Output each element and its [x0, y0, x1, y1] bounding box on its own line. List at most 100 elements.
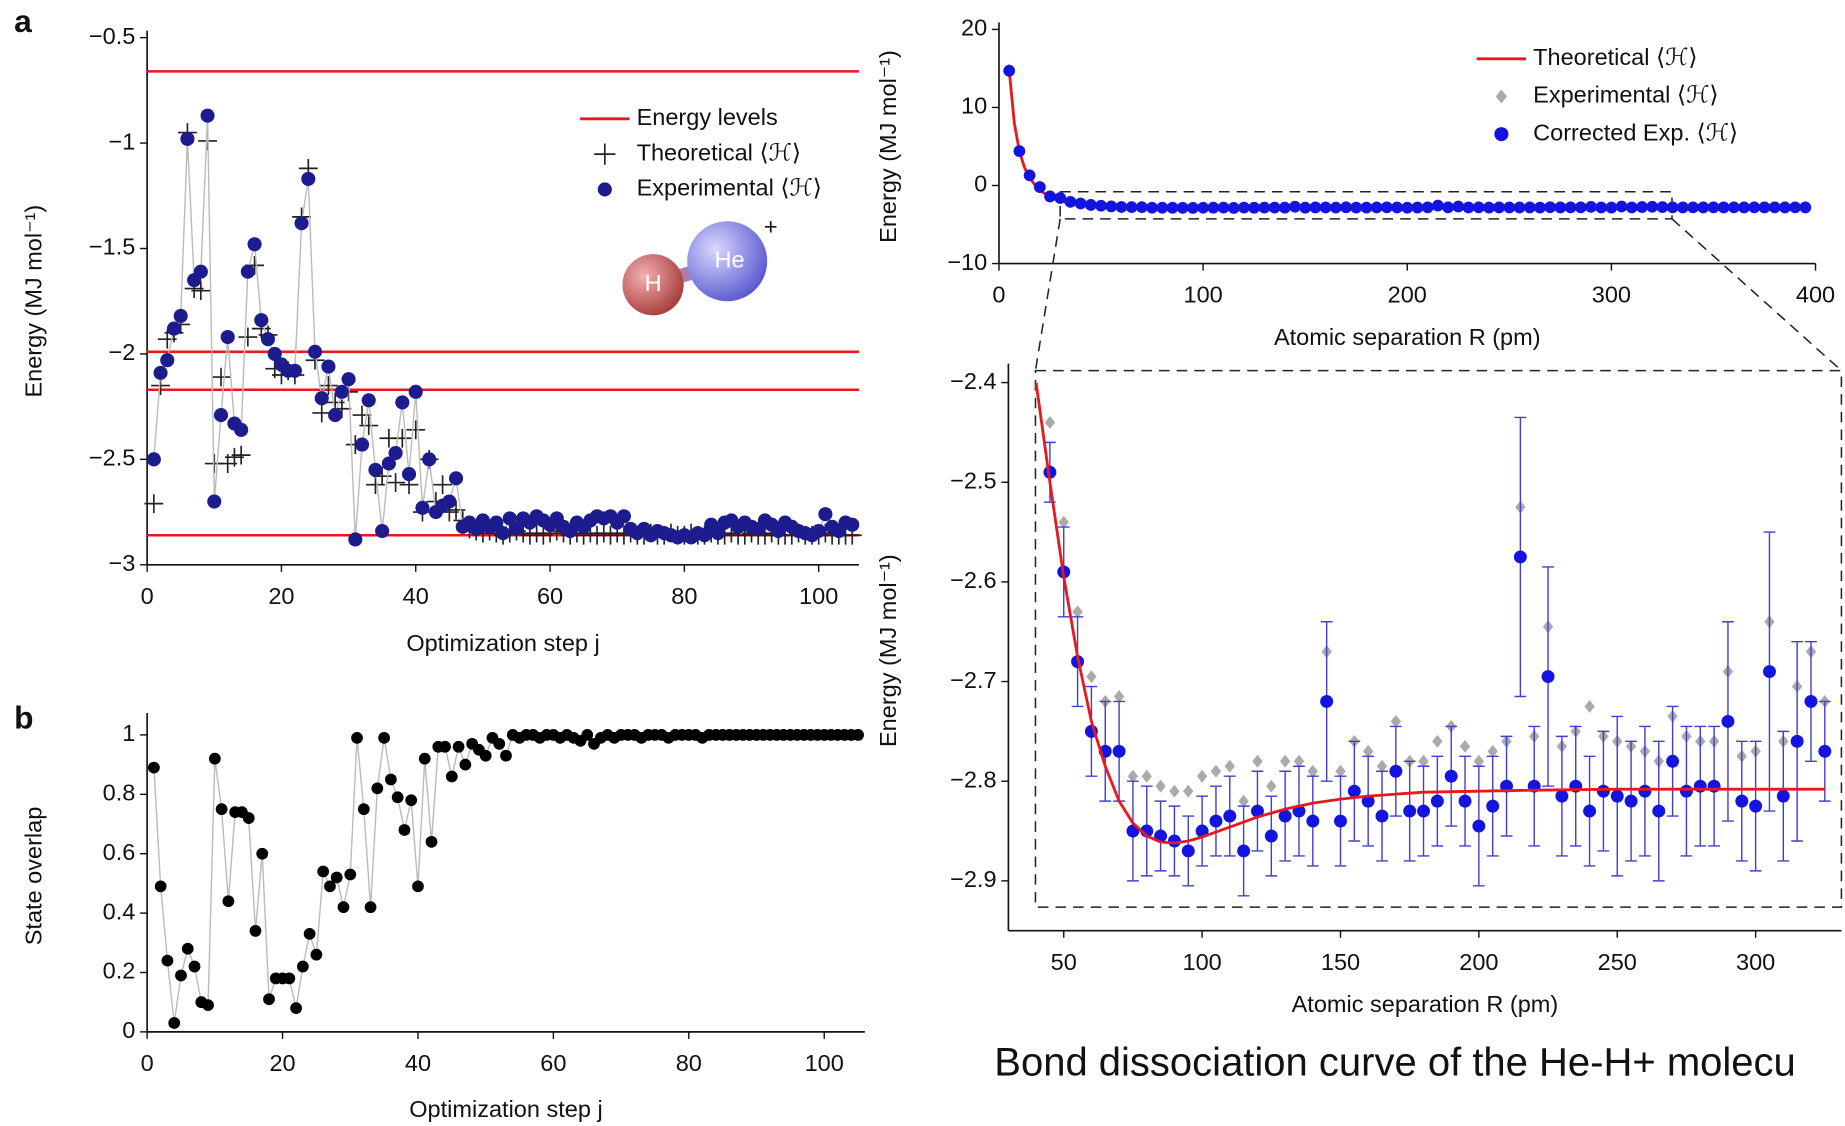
- marker-dot: [1458, 794, 1472, 808]
- marker-diamond: [1473, 754, 1485, 768]
- marker-plus: [433, 475, 453, 495]
- x-tick-label: 150: [1321, 949, 1360, 975]
- marker-dot: [314, 391, 329, 406]
- marker-dot: [1299, 201, 1312, 214]
- marker-dot: [1676, 201, 1689, 214]
- y-axis-label: Energy (MJ mol⁻¹): [875, 554, 901, 747]
- marker-plus: [406, 420, 426, 440]
- y-tick-label: −2.5: [950, 467, 996, 493]
- marker-dot: [337, 901, 350, 914]
- marker-dot: [1209, 814, 1223, 828]
- marker-dot: [208, 752, 221, 765]
- marker-dot: [1503, 201, 1516, 214]
- marker-dot: [479, 749, 492, 762]
- marker-dot: [1804, 695, 1818, 708]
- marker-plus: [211, 367, 231, 387]
- marker-dot: [852, 729, 864, 741]
- marker-plus: [386, 473, 406, 492]
- marker-dot: [1749, 799, 1763, 813]
- x-axis-label: Atomic separation R (pm): [1292, 991, 1559, 1017]
- x-tick-label: 0: [141, 583, 154, 609]
- marker-dot: [307, 344, 323, 359]
- marker-dot: [371, 782, 384, 795]
- marker-dot: [1013, 145, 1026, 158]
- marker-dot: [1403, 804, 1417, 818]
- marker-dot: [1615, 200, 1628, 213]
- marker-dot: [1727, 201, 1740, 214]
- h-atom: [622, 254, 684, 316]
- marker-dot: [153, 365, 168, 380]
- marker-dot: [1238, 201, 1250, 214]
- marker-dot: [384, 773, 397, 786]
- marker-dot: [357, 803, 370, 816]
- marker-dot: [1227, 202, 1240, 214]
- marker-dot: [1268, 201, 1281, 214]
- marker-dot: [1195, 824, 1209, 838]
- marker-dot: [1595, 201, 1608, 214]
- marker-dot: [1181, 844, 1195, 858]
- marker-dot: [1320, 695, 1334, 708]
- marker-dot: [1721, 714, 1735, 728]
- marker-dot: [1223, 809, 1237, 823]
- x-tick-label: 400: [1796, 282, 1835, 308]
- marker-dot: [1544, 201, 1557, 214]
- x-tick-label: 50: [1051, 949, 1077, 975]
- marker-diamond: [1058, 515, 1069, 529]
- atom-label: H: [645, 270, 662, 296]
- marker-dot: [493, 737, 506, 750]
- marker-plus: [352, 405, 372, 425]
- marker-dot: [375, 523, 390, 539]
- marker-diamond: [1044, 415, 1056, 429]
- y-tick-label: −0.5: [89, 23, 135, 49]
- marker-dot: [1431, 199, 1444, 212]
- y-tick-label: −1.5: [89, 234, 135, 260]
- marker-dot: [1818, 744, 1832, 758]
- x-tick-label: 40: [405, 1050, 431, 1076]
- marker-plus: [594, 143, 616, 165]
- marker-dot: [1748, 201, 1761, 214]
- x-axis-label: Atomic separation R (pm): [1274, 324, 1541, 350]
- marker-dot: [1666, 754, 1680, 768]
- marker-dot: [1334, 814, 1347, 828]
- legend-label: Experimental ⟨ℋ⟩: [637, 175, 822, 201]
- marker-diamond: [1141, 769, 1152, 783]
- marker-dot: [283, 972, 296, 985]
- marker-dot: [175, 969, 187, 982]
- marker-dot: [1462, 201, 1475, 214]
- marker-diamond: [1376, 759, 1388, 773]
- marker-dot: [207, 494, 222, 509]
- marker-dot: [1370, 201, 1383, 214]
- marker-dot: [1638, 784, 1652, 798]
- marker-dot: [811, 523, 826, 539]
- marker-dot: [1707, 201, 1720, 214]
- marker-diamond: [1252, 754, 1263, 768]
- marker-dot: [1125, 201, 1138, 214]
- marker-dot: [215, 803, 228, 816]
- marker-dot: [1105, 200, 1118, 213]
- marker-dot: [381, 456, 396, 471]
- marker-dot: [181, 942, 194, 955]
- marker-diamond: [1266, 779, 1277, 793]
- marker-dot: [1762, 665, 1776, 679]
- marker-dot: [1541, 670, 1555, 684]
- marker-dot: [1583, 804, 1597, 818]
- marker-dot: [1554, 201, 1567, 214]
- marker-dot: [1421, 201, 1434, 214]
- marker-dot: [294, 216, 309, 231]
- marker-plus: [312, 403, 332, 423]
- legend-label: Theoretical ⟨ℋ⟩: [1533, 44, 1697, 70]
- marker-dot: [1329, 201, 1342, 214]
- marker-dot: [1340, 201, 1352, 214]
- marker-dot: [341, 372, 356, 387]
- marker-dot: [1735, 794, 1749, 808]
- marker-diamond: [1086, 670, 1097, 684]
- legend-label: Theoretical ⟨ℋ⟩: [637, 139, 801, 165]
- marker-dot: [1768, 201, 1781, 214]
- marker-dot: [1483, 201, 1495, 214]
- marker-dot: [324, 880, 336, 893]
- x-tick-label: 300: [1592, 282, 1631, 308]
- marker-plus: [392, 428, 412, 448]
- marker-dot: [1636, 201, 1648, 213]
- y-axis-label: Energy (MJ mol⁻¹): [875, 50, 901, 243]
